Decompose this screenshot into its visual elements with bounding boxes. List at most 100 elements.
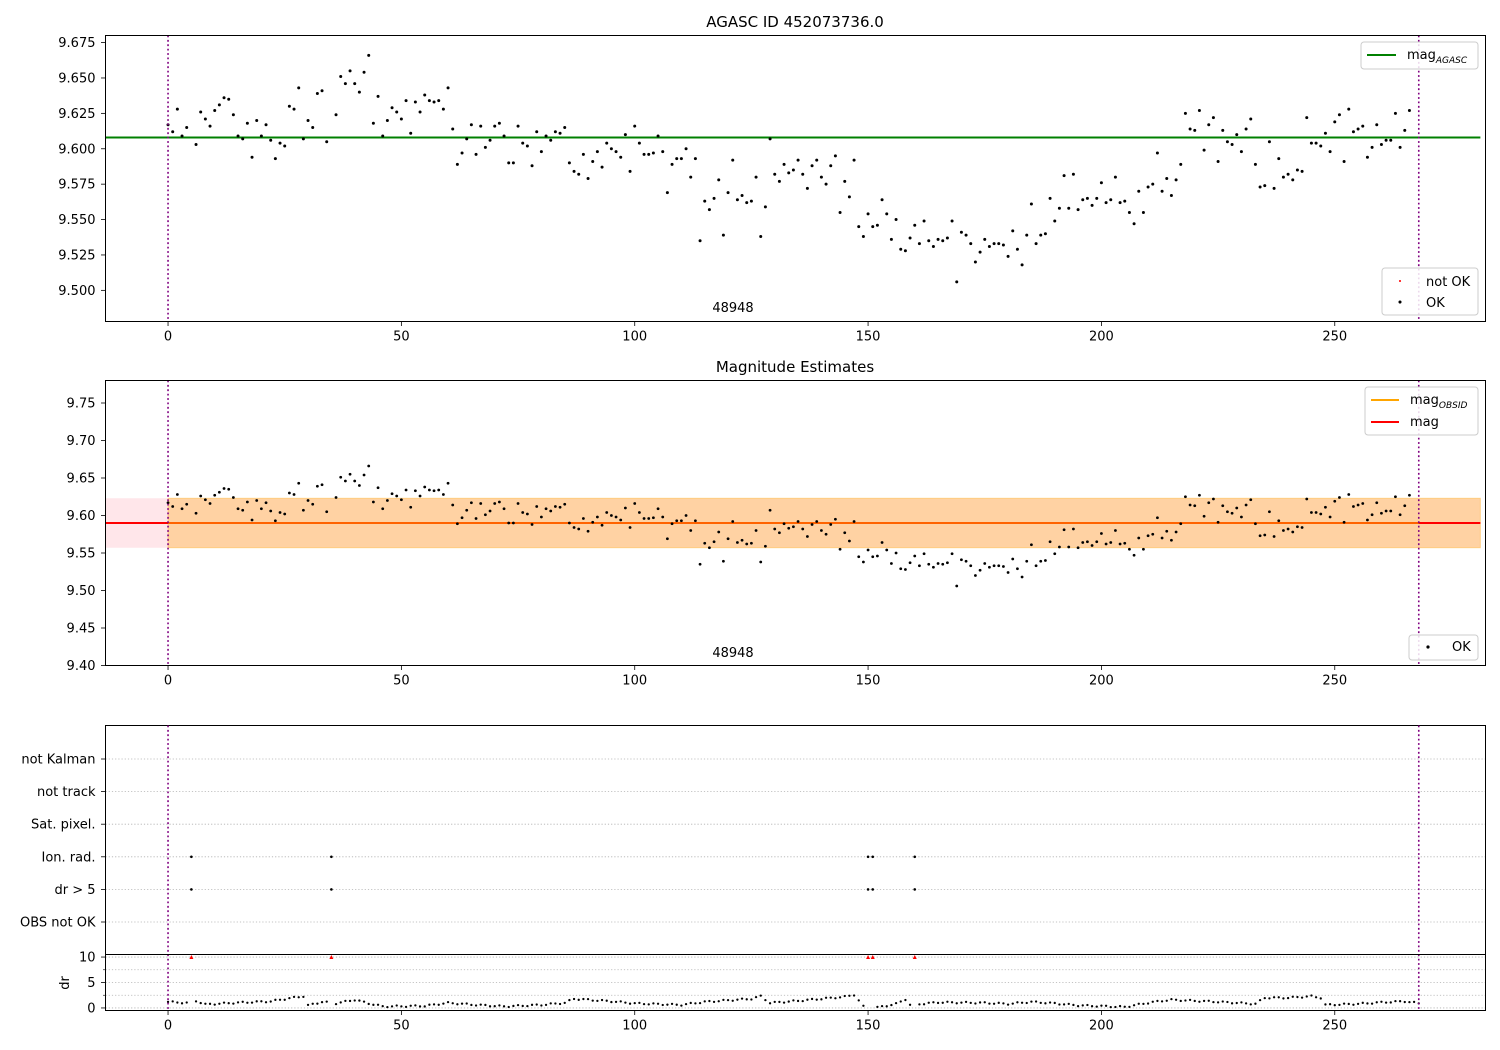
p1-point-148 [866, 212, 870, 216]
p2-point-136 [810, 523, 814, 526]
dr-point [927, 1001, 930, 1004]
p2-point-80 [549, 509, 553, 513]
dr-point [591, 999, 594, 1002]
p1-point-227 [1235, 133, 1239, 137]
dr-point [199, 1001, 202, 1005]
p1-point-221 [1207, 123, 1211, 127]
p1-point-95 [619, 155, 623, 159]
dr-point [516, 1003, 520, 1007]
p2-point-51 [413, 489, 417, 493]
p1-point-212 [1165, 177, 1169, 180]
dr-point [605, 999, 608, 1002]
p1-point-79 [544, 134, 548, 138]
dr-point [1011, 1002, 1014, 1005]
flag-point [871, 855, 875, 859]
dr-point [451, 1002, 454, 1005]
p1-point-250 [1342, 160, 1346, 164]
p2-point-154 [894, 551, 898, 555]
p1-point-94 [614, 150, 618, 154]
p1-point-5 [194, 143, 198, 147]
dr-point [1076, 1005, 1080, 1008]
p2-point-26 [292, 493, 296, 496]
dr-point [978, 1001, 982, 1004]
dr-point [829, 996, 832, 999]
dr-point [194, 1000, 198, 1003]
dr-point [596, 999, 599, 1003]
p1-point-179 [1011, 229, 1015, 233]
dr-point [778, 1000, 781, 1004]
p2-point-165 [946, 561, 949, 565]
p1-point-224 [1221, 128, 1225, 132]
p1-point-91 [600, 165, 604, 169]
p4-xtick-label-2: 100 [622, 1019, 647, 1034]
dr-point [409, 1004, 412, 1007]
p2-point-0 [166, 501, 170, 505]
p2-ytick-label-7: 9.75 [67, 397, 96, 412]
p2-point-264 [1408, 493, 1411, 497]
p1-point-112 [698, 239, 702, 243]
p2-point-222 [1212, 497, 1215, 501]
dr-point [1319, 997, 1322, 1000]
dr-point [218, 1002, 221, 1005]
dr-point [768, 1002, 772, 1005]
p1-point-153 [889, 237, 893, 241]
p1-point-217 [1188, 127, 1192, 131]
p1-point-75 [525, 144, 529, 148]
flags-frame [105, 725, 1486, 955]
p1-point-43 [376, 94, 380, 98]
dr-point [1137, 1002, 1140, 1005]
flag-point [330, 888, 333, 891]
dr-point [1006, 1003, 1010, 1006]
dr-point [558, 1002, 562, 1006]
dr-point [740, 997, 744, 1000]
p2-point-10 [217, 490, 221, 494]
p2-point-29 [306, 499, 310, 502]
dr-point [1202, 999, 1206, 1003]
p2-point-261 [1394, 495, 1397, 499]
p1-point-77 [535, 130, 539, 134]
p1-point-214 [1174, 178, 1178, 182]
dr-point [600, 998, 604, 1002]
p1-point-37 [348, 69, 352, 73]
dr-point [362, 1000, 366, 1003]
p2-point-16 [245, 500, 249, 504]
p2-point-15 [241, 508, 245, 512]
p1-point-54 [427, 99, 431, 103]
p1-point-100 [642, 152, 646, 156]
dr-point [474, 1004, 478, 1007]
p1-point-8 [208, 124, 212, 128]
p2-point-153 [890, 562, 893, 565]
dr-point [1072, 1003, 1075, 1007]
p2-point-155 [899, 567, 903, 571]
p1-point-241 [1300, 169, 1304, 173]
p1-point-44 [381, 134, 385, 138]
dr-point [344, 999, 347, 1002]
flag-category-label: Sat. pixel. [31, 818, 95, 833]
dr-point [801, 1000, 804, 1003]
dr-point [535, 1003, 538, 1006]
p1-point-78 [539, 150, 543, 154]
p1-point-193 [1076, 208, 1080, 212]
dr-point [442, 1002, 445, 1005]
flag-point [871, 888, 875, 891]
p1-point-226 [1230, 143, 1234, 147]
dr-point [274, 998, 277, 1001]
dr-point [311, 1002, 314, 1005]
p2-point-28 [301, 508, 305, 512]
p1-point-52 [418, 110, 422, 114]
p1-point-155 [899, 247, 903, 251]
dr-point [1048, 1001, 1052, 1004]
dr-point [1361, 1001, 1364, 1004]
dr-point [180, 1002, 184, 1005]
p1-point-108 [679, 157, 683, 161]
p2-point-163 [936, 562, 940, 565]
p1-point-15 [241, 137, 245, 141]
dr-point [810, 997, 814, 1001]
p1-point-13 [231, 113, 235, 117]
p1-point-264 [1407, 109, 1411, 113]
p2-point-142 [838, 547, 842, 551]
p2-point-9 [213, 493, 217, 497]
p2-point-126 [764, 544, 767, 548]
p2-point-150 [876, 554, 879, 558]
p1-point-3 [180, 134, 184, 138]
